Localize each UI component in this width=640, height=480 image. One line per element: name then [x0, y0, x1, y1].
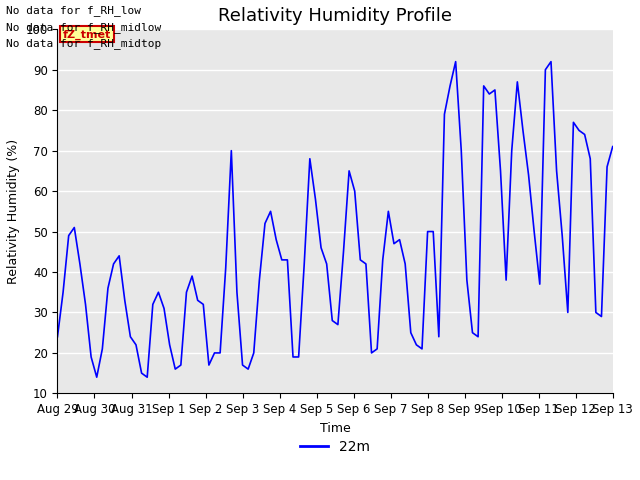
Text: No data for f_RH_midlow: No data for f_RH_midlow [6, 22, 162, 33]
Text: No data for f_RH_midtop: No data for f_RH_midtop [6, 38, 162, 49]
Text: fZ_tmet: fZ_tmet [63, 29, 111, 39]
Text: No data for f_RH_low: No data for f_RH_low [6, 5, 141, 16]
X-axis label: Time: Time [320, 421, 351, 435]
Title: Relativity Humidity Profile: Relativity Humidity Profile [218, 7, 452, 25]
Y-axis label: Relativity Humidity (%): Relativity Humidity (%) [7, 139, 20, 284]
Legend: 22m: 22m [294, 434, 376, 459]
